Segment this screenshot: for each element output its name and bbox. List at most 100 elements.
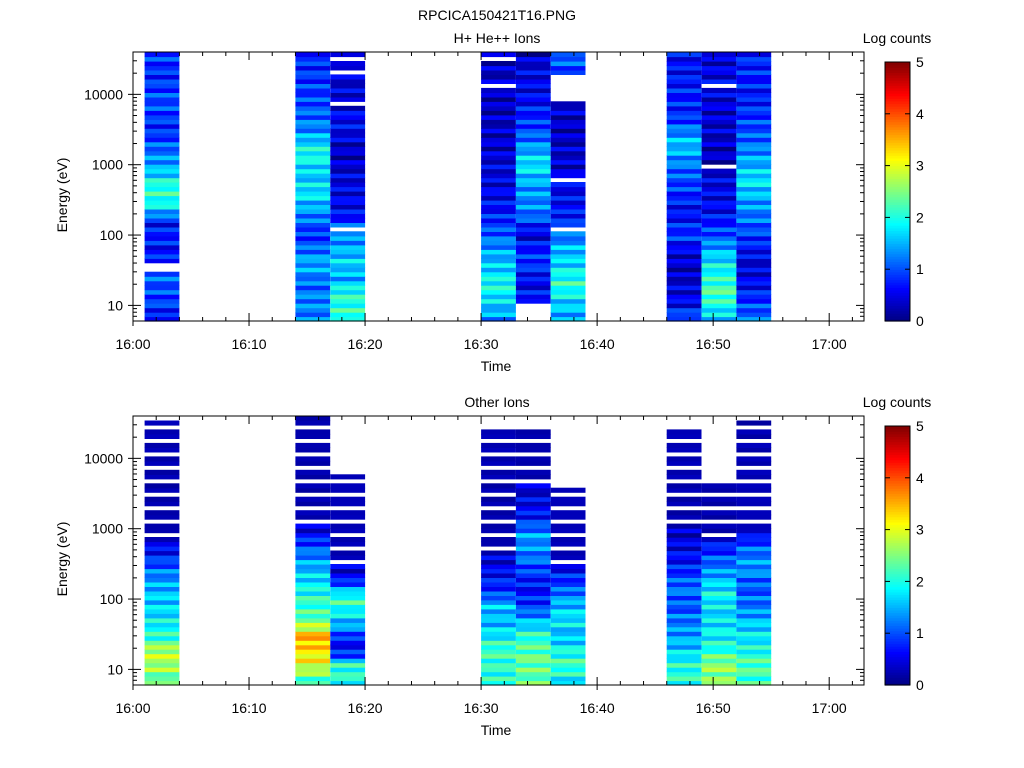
heatmap-cell (515, 271, 551, 277)
heatmap-cell (701, 280, 737, 286)
colorbar-swatch (885, 308, 910, 312)
heatmap-cell (736, 213, 772, 219)
heatmap-cell (666, 114, 702, 120)
heatmap-cell (144, 537, 180, 543)
colorbar-swatch (885, 274, 910, 278)
colorbar-swatch (885, 464, 910, 469)
heatmap-cell (701, 676, 737, 682)
heatmap-cell (666, 590, 702, 596)
colorbar-swatch (885, 677, 910, 681)
colorbar-swatch (885, 287, 910, 291)
heatmap-cell (144, 208, 180, 214)
heatmap-cell (144, 105, 180, 111)
heatmap-cell (295, 119, 331, 125)
heatmap-cell (330, 114, 366, 120)
heatmap-cell (550, 276, 586, 282)
heatmap-cell (736, 123, 772, 129)
heatmap-cell (144, 608, 180, 614)
heatmap-cell (144, 258, 180, 264)
heatmap-cell (515, 653, 551, 659)
heatmap-cell (701, 141, 737, 147)
heatmap-cell (701, 599, 737, 605)
colorbar-swatch (885, 227, 910, 231)
heatmap-cell (295, 244, 331, 250)
plot-frame (132, 415, 865, 686)
heatmap-cell (666, 92, 702, 98)
heatmap-cell (144, 87, 180, 93)
colorbar-swatch (885, 485, 910, 489)
heatmap-cell (330, 294, 366, 300)
heatmap-cell (550, 590, 586, 596)
heatmap-cell (666, 276, 702, 282)
heatmap-cell (666, 447, 702, 453)
heatmap-cell (295, 69, 331, 75)
heatmap-cell (295, 213, 331, 219)
heatmap-cell (736, 258, 772, 264)
heatmap-cell (144, 128, 180, 134)
heatmap-cell (550, 294, 586, 300)
heatmap-cell (666, 191, 702, 197)
heatmap-cell (515, 680, 551, 686)
heatmap-cell (736, 276, 772, 282)
heatmap-cell (330, 568, 366, 574)
heatmap-cell (515, 492, 551, 498)
heatmap-cell (144, 514, 180, 520)
colorbar-swatch (885, 529, 910, 533)
heatmap-cell (481, 456, 516, 462)
heatmap-cell (736, 631, 772, 637)
colorbar-swatch (885, 302, 910, 307)
heatmap-cell (295, 128, 331, 134)
heatmap-cell (736, 483, 772, 489)
heatmap-cell (550, 61, 586, 67)
heatmap-cell (295, 514, 331, 520)
heatmap-cell (550, 626, 586, 632)
heatmap-cell (736, 222, 772, 228)
heatmap-cell (515, 586, 551, 592)
colorbar-swatch (885, 245, 910, 250)
heatmap-cell (736, 528, 772, 534)
heatmap-cell (550, 222, 586, 228)
heatmap-cell (736, 137, 772, 143)
colorbar-swatch (885, 82, 910, 86)
heatmap-cell (701, 572, 737, 578)
heatmap-cell (666, 595, 702, 601)
heatmap-cell (144, 235, 180, 241)
heatmap-cell (666, 231, 702, 237)
heatmap-cell (701, 285, 737, 291)
colorbar-swatch (885, 589, 910, 593)
colorbar-swatch (885, 313, 910, 317)
heatmap-cell (736, 559, 772, 565)
colorbar-swatch (885, 282, 910, 286)
heatmap-cell (144, 555, 180, 561)
heatmap-cell (550, 572, 586, 578)
heatmap-cell (515, 253, 551, 259)
heatmap-cell (666, 96, 702, 102)
colorbar-swatch (885, 568, 910, 572)
heatmap-cell (144, 303, 180, 309)
heatmap-cell (481, 626, 516, 632)
colorbar-tick-label: 2 (916, 573, 924, 589)
heatmap-cell (144, 590, 180, 596)
colorbar-swatch (885, 571, 910, 575)
heatmap-cell (666, 195, 702, 201)
heatmap-cell (295, 83, 331, 89)
heatmap-cell (330, 613, 366, 619)
heatmap-cell (701, 294, 737, 300)
heatmap-cell (330, 191, 366, 197)
heatmap-cell (330, 514, 366, 520)
heatmap-cell (701, 186, 737, 192)
heatmap-cell (144, 671, 180, 677)
heatmap-cell (144, 69, 180, 75)
heatmap-cell (550, 262, 586, 268)
colorbar-swatch (885, 534, 910, 538)
heatmap-cell (666, 217, 702, 223)
heatmap-cell (515, 173, 551, 179)
heatmap-cell (666, 83, 702, 89)
heatmap-cell (481, 528, 516, 534)
heatmap-cell (295, 622, 331, 628)
heatmap-cell (515, 52, 551, 58)
colorbar-swatch (885, 576, 910, 580)
heatmap-cell (701, 537, 737, 543)
heatmap-cell (330, 487, 366, 493)
heatmap-cell (295, 132, 331, 138)
